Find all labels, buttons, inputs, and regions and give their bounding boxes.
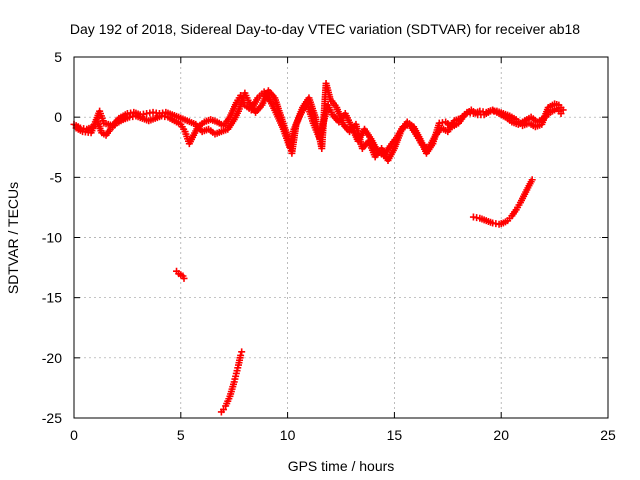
y-tick-label: -25 [42,410,62,426]
x-tick-label: 20 [493,427,509,443]
x-tick-label: 0 [70,427,78,443]
data-point [220,406,228,414]
data-point [237,351,245,359]
y-tick-label: -5 [50,169,63,185]
data-points [70,79,567,416]
x-axis-label: GPS time / hours [288,458,395,474]
y-tick-label: -15 [42,290,62,306]
plot-frame [73,56,609,419]
y-tick-label: 0 [54,109,62,125]
y-tick-label: -20 [42,350,62,366]
data-point [559,106,567,114]
y-tick-label: 5 [54,49,62,65]
x-tick-label: 10 [280,427,296,443]
data-point [557,110,565,118]
data-point [528,176,536,184]
chart-title: Day 192 of 2018, Sidereal Day-to-day VTE… [70,21,580,37]
x-tick-label: 5 [177,427,185,443]
x-tick-label: 25 [600,427,616,443]
data-point [180,274,188,282]
y-axis-label: SDTVAR / TECUs [5,182,21,294]
y-tick-label: -10 [42,230,62,246]
data-point [238,348,246,356]
axis-ticks: 0 5 10 15 20 25 -25 -20 -15 -10 -5 0 5 [42,49,616,443]
x-tick-label: 15 [387,427,403,443]
